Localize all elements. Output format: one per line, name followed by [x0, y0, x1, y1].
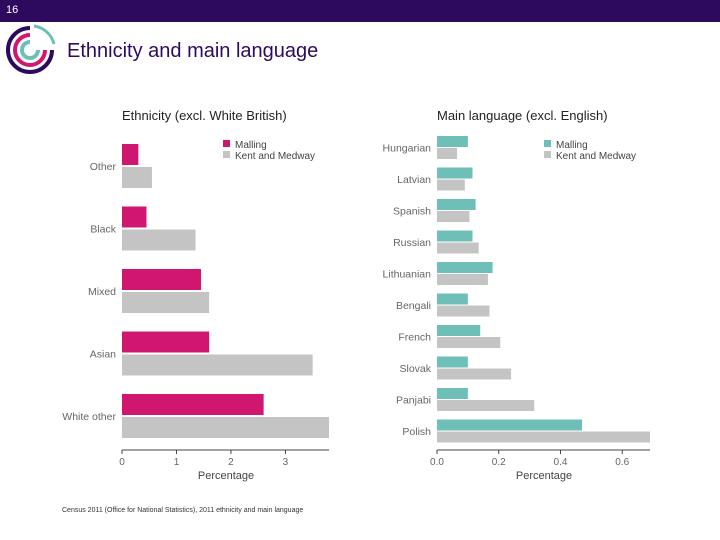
category-label-black: Black [90, 224, 116, 236]
category-label-panjabi: Panjabi [396, 395, 431, 407]
category-label-slovak: Slovak [399, 363, 431, 375]
bar-malling-panjabi [437, 388, 468, 399]
bar-malling-asian [122, 331, 210, 353]
bar-malling-hungarian [437, 136, 468, 147]
bar-malling-russian [437, 230, 473, 242]
x-tick-label: 1 [174, 457, 180, 468]
x-tick-label: 0.4 [554, 457, 568, 468]
bar-malling-spanish [437, 199, 476, 210]
council-logo [6, 24, 56, 74]
legend-swatch-kent-medway [223, 151, 230, 158]
category-label-lithuanian: Lithuanian [383, 269, 432, 281]
chart-title: Main language (excl. English) [437, 108, 608, 123]
bar-kent-medway-bengali [437, 305, 490, 317]
bar-kent-medway-spanish [437, 211, 470, 222]
chart-title: Ethnicity (excl. White British) [122, 108, 287, 123]
x-tick-label: 3 [283, 457, 289, 468]
bar-malling-latvian [437, 167, 473, 179]
bar-kent-medway-asian [122, 354, 313, 376]
bar-malling-mixed [122, 269, 201, 290]
x-axis-label: Percentage [198, 470, 254, 482]
category-label-russian: Russian [393, 237, 431, 249]
legend-label-kent-medway: Kent and Medway [556, 151, 636, 162]
bar-kent-medway-other [122, 167, 152, 188]
legend-label-malling: Malling [235, 140, 267, 151]
bar-kent-medway-lithuanian [437, 274, 488, 285]
legend-swatch-malling [223, 140, 230, 147]
x-axis-label: Percentage [516, 470, 572, 482]
category-label-asian: Asian [90, 349, 116, 361]
x-tick-label: 0.0 [430, 457, 444, 468]
category-label-hungarian: Hungarian [383, 143, 432, 155]
bar-kent-medway-mixed [122, 292, 210, 313]
bar-malling-lithuanian [437, 262, 493, 273]
legend-label-kent-medway: Kent and Medway [235, 151, 315, 162]
bar-kent-medway-latvian [437, 179, 465, 191]
slide-number: 16 [6, 4, 19, 16]
bar-malling-french [437, 325, 481, 336]
bar-kent-medway-panjabi [437, 400, 535, 411]
category-label-spanish: Spanish [393, 206, 431, 218]
bar-kent-medway-polish [437, 431, 650, 443]
bar-kent-medway-white-other [122, 417, 329, 438]
category-label-french: French [398, 332, 431, 344]
bar-kent-medway-slovak [437, 368, 512, 380]
x-tick-label: 0 [119, 457, 125, 468]
legend-swatch-kent-medway [544, 151, 551, 158]
bar-malling-white-other [122, 394, 264, 415]
category-label-other: Other [90, 161, 117, 173]
category-label-white-other: White other [62, 411, 116, 423]
category-label-latvian: Latvian [397, 174, 431, 186]
bar-malling-black [122, 206, 147, 228]
legend-swatch-malling [544, 140, 551, 147]
category-label-bengali: Bengali [396, 300, 431, 312]
bar-kent-medway-black [122, 229, 196, 251]
bar-malling-polish [437, 419, 583, 431]
legend-label-malling: Malling [556, 140, 588, 151]
bar-malling-bengali [437, 293, 468, 305]
category-label-mixed: Mixed [88, 286, 116, 298]
bar-kent-medway-hungarian [437, 148, 458, 159]
top-bar: 16 [0, 0, 720, 22]
source-note: Census 2011 (Office for National Statist… [62, 507, 304, 514]
x-tick-label: 0.2 [492, 457, 506, 468]
bar-kent-medway-russian [437, 242, 479, 254]
x-tick-label: 0.6 [615, 457, 629, 468]
page-title: Ethnicity and main language [67, 40, 319, 62]
bar-kent-medway-french [437, 337, 501, 348]
category-label-polish: Polish [402, 426, 431, 438]
bar-malling-other [122, 144, 139, 165]
x-tick-label: 2 [228, 457, 234, 468]
bar-malling-slovak [437, 356, 468, 368]
